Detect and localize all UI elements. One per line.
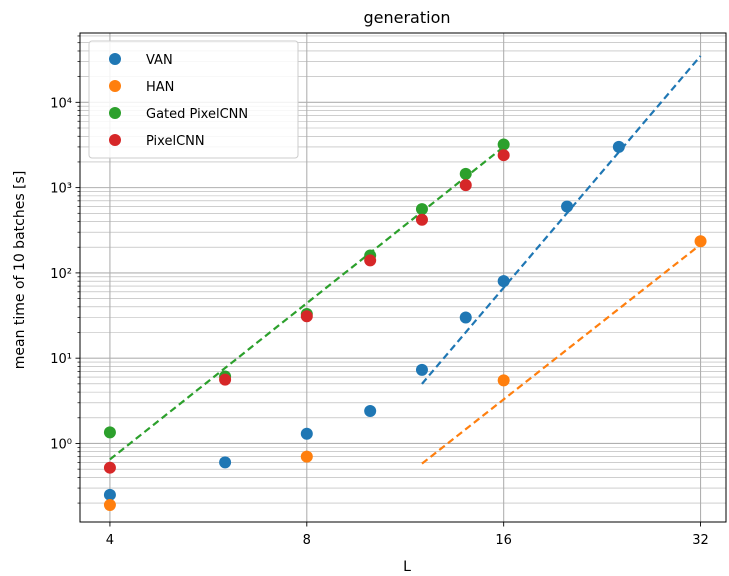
legend-label: Gated PixelCNN: [146, 107, 248, 122]
data-point: [300, 450, 313, 463]
data-point: [415, 203, 428, 216]
data-point: [300, 310, 313, 323]
data-point: [103, 488, 116, 501]
plot-frame: [79, 32, 727, 523]
legend-label: HAN: [146, 80, 174, 95]
fit-line: [421, 243, 702, 465]
y-tick-label: 10¹: [50, 352, 72, 367]
y-tick-label: 10⁴: [50, 96, 72, 111]
legend-marker: [109, 134, 121, 146]
y-tick-label: 10⁰: [50, 437, 72, 452]
data-point: [219, 456, 232, 469]
legend-marker: [109, 80, 121, 92]
x-tick-label: 16: [495, 533, 512, 548]
legend-marker: [109, 53, 121, 65]
axis-ticks: 10⁰ 10¹ 10² 10³ 10⁴ 4 8 16 32: [50, 35, 709, 548]
legend-box: [88, 40, 299, 159]
data-point: [497, 374, 510, 387]
fit-line: [421, 55, 702, 385]
data-point: [561, 200, 574, 213]
data-point: [415, 213, 428, 226]
data-point: [415, 363, 428, 376]
x-tick-label: 8: [303, 533, 311, 548]
x-tick-label: 4: [106, 533, 114, 548]
grid: [80, 33, 726, 522]
x-tick-label: 32: [692, 533, 709, 548]
data-point: [300, 427, 313, 440]
data-point: [364, 254, 377, 267]
data-point: [103, 426, 116, 439]
data-point: [459, 179, 472, 192]
data-point: [219, 373, 232, 386]
chart-title: generation: [363, 8, 450, 27]
legend-marker: [109, 107, 121, 119]
data-point: [497, 149, 510, 162]
data-point: [694, 235, 707, 248]
data-point: [459, 167, 472, 180]
fit-line: [109, 146, 505, 461]
data-point: [103, 498, 116, 511]
y-tick-label: 10³: [50, 182, 72, 197]
x-axis-label: L: [403, 559, 411, 575]
data-point: [103, 461, 116, 474]
data-point: [497, 275, 510, 288]
data-point: [497, 138, 510, 151]
data-points: [103, 138, 707, 511]
data-point: [612, 140, 625, 153]
data-point: [364, 405, 377, 418]
legend-label: PixelCNN: [146, 134, 205, 149]
data-point: [459, 311, 472, 324]
legend-label: VAN: [146, 53, 173, 68]
y-axis-label: mean time of 10 batches [s]: [12, 171, 28, 370]
fit-lines: [109, 55, 702, 465]
y-tick-label: 10²: [50, 267, 72, 282]
legend: VAN HAN Gated PixelCNN PixelCNN: [88, 40, 299, 159]
